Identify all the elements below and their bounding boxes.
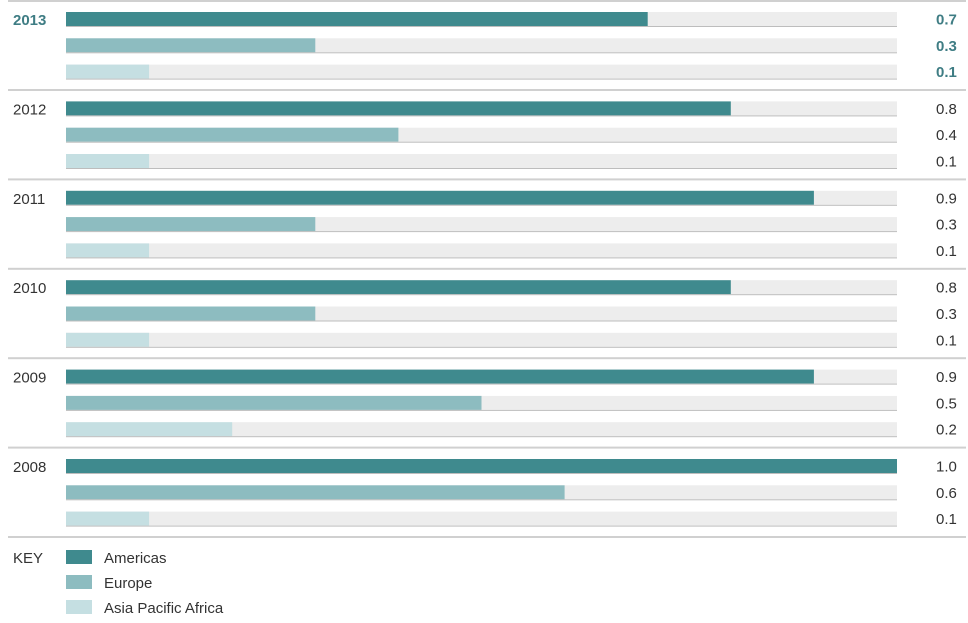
bar-baseline bbox=[66, 168, 897, 169]
bar-track bbox=[66, 64, 897, 79]
separator-line bbox=[8, 89, 966, 91]
separator-line bbox=[8, 357, 966, 360]
legend-label: Americas bbox=[104, 550, 167, 567]
bar-baseline bbox=[66, 499, 897, 501]
legend-label: Asia Pacific Africa bbox=[104, 600, 224, 617]
bar-asia-pacific-africa bbox=[66, 511, 150, 526]
bar-europe bbox=[66, 395, 482, 410]
separator-line bbox=[8, 0, 966, 2]
bar-baseline bbox=[66, 473, 897, 474]
bar-baseline bbox=[66, 294, 897, 296]
value-label: 0.3 bbox=[936, 217, 957, 234]
value-label: 0.1 bbox=[936, 332, 957, 349]
legend-swatch bbox=[66, 575, 92, 589]
bar-baseline bbox=[66, 525, 897, 527]
bar-europe bbox=[66, 485, 565, 500]
bar-baseline bbox=[66, 383, 897, 385]
bar-europe bbox=[66, 217, 316, 232]
bar-baseline bbox=[66, 257, 897, 259]
bar-baseline bbox=[66, 436, 897, 438]
bar-americas bbox=[66, 190, 814, 205]
year-label: 2013 bbox=[13, 12, 46, 29]
bar-asia-pacific-africa bbox=[66, 64, 150, 79]
bar-track bbox=[66, 154, 897, 168]
separator-line bbox=[8, 178, 966, 181]
value-label: 0.7 bbox=[936, 12, 957, 29]
bar-baseline bbox=[66, 204, 897, 206]
legend-swatch bbox=[66, 600, 92, 614]
bar-track bbox=[66, 511, 897, 526]
value-label: 0.2 bbox=[936, 422, 957, 439]
legend-label: Europe bbox=[104, 575, 152, 592]
value-label: 0.9 bbox=[936, 369, 957, 386]
bar-baseline bbox=[66, 141, 897, 143]
separator-line bbox=[8, 267, 966, 270]
bar-americas bbox=[66, 369, 814, 384]
bar-europe bbox=[66, 38, 316, 53]
value-label: 0.5 bbox=[936, 395, 957, 412]
value-label: 0.3 bbox=[936, 306, 957, 323]
value-label: 0.8 bbox=[936, 101, 957, 118]
bar-americas bbox=[66, 12, 648, 26]
year-label: 2011 bbox=[13, 191, 45, 208]
bar-baseline bbox=[66, 26, 897, 27]
value-label: 0.9 bbox=[936, 190, 957, 207]
bar-baseline bbox=[66, 320, 897, 322]
bar-asia-pacific-africa bbox=[66, 154, 150, 168]
bar-baseline bbox=[66, 115, 897, 117]
separator-line bbox=[8, 446, 966, 449]
value-label: 0.8 bbox=[936, 280, 957, 297]
value-label: 0.1 bbox=[936, 511, 957, 528]
separator-line bbox=[8, 536, 966, 538]
bar-europe bbox=[66, 127, 399, 142]
year-label: 2009 bbox=[13, 370, 46, 387]
year-label: 2010 bbox=[13, 280, 46, 297]
value-label: 0.1 bbox=[936, 243, 957, 260]
bar-asia-pacific-africa bbox=[66, 332, 150, 347]
bar-track bbox=[66, 243, 897, 258]
bar-asia-pacific-africa bbox=[66, 243, 150, 258]
year-label: 2008 bbox=[13, 459, 46, 476]
bar-track bbox=[66, 332, 897, 347]
bar-baseline bbox=[66, 231, 897, 233]
bar-europe bbox=[66, 306, 316, 321]
value-label: 0.3 bbox=[936, 38, 957, 55]
bar-baseline bbox=[66, 78, 897, 80]
value-label: 1.0 bbox=[936, 459, 957, 476]
bar-americas bbox=[66, 101, 731, 116]
bar-baseline bbox=[66, 409, 897, 411]
bar-baseline bbox=[66, 52, 897, 54]
year-label: 2012 bbox=[13, 101, 46, 118]
legend-swatch bbox=[66, 550, 92, 564]
bar-asia-pacific-africa bbox=[66, 422, 233, 437]
value-label: 0.6 bbox=[936, 485, 957, 502]
value-label: 0.1 bbox=[936, 64, 957, 81]
value-label: 0.4 bbox=[936, 127, 957, 144]
bar-americas bbox=[66, 280, 731, 295]
bar-americas bbox=[66, 459, 897, 473]
bar-baseline bbox=[66, 346, 897, 348]
bar-track bbox=[66, 422, 897, 437]
legend-title: KEY bbox=[13, 550, 43, 567]
value-label: 0.1 bbox=[936, 154, 957, 171]
